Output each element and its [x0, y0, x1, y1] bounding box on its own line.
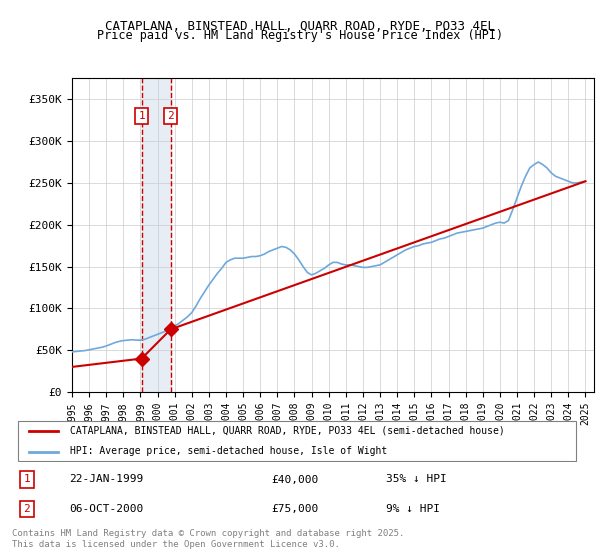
Text: 9% ↓ HPI: 9% ↓ HPI — [386, 504, 440, 514]
Bar — [142, 78, 171, 392]
Text: Price paid vs. HM Land Registry's House Price Index (HPI): Price paid vs. HM Land Registry's House … — [97, 29, 503, 42]
Text: £75,000: £75,000 — [271, 504, 319, 514]
Text: 35% ↓ HPI: 35% ↓ HPI — [386, 474, 447, 484]
Text: 2: 2 — [23, 504, 30, 514]
Text: 1: 1 — [23, 474, 30, 484]
Text: 1: 1 — [138, 111, 145, 121]
Text: £40,000: £40,000 — [271, 474, 319, 484]
Text: Contains HM Land Registry data © Crown copyright and database right 2025.
This d: Contains HM Land Registry data © Crown c… — [12, 529, 404, 549]
Text: CATAPLANA, BINSTEAD HALL, QUARR ROAD, RYDE, PO33 4EL: CATAPLANA, BINSTEAD HALL, QUARR ROAD, RY… — [105, 20, 495, 32]
Text: HPI: Average price, semi-detached house, Isle of Wight: HPI: Average price, semi-detached house,… — [70, 446, 387, 456]
FancyBboxPatch shape — [18, 421, 577, 461]
Text: 22-JAN-1999: 22-JAN-1999 — [70, 474, 144, 484]
Text: CATAPLANA, BINSTEAD HALL, QUARR ROAD, RYDE, PO33 4EL (semi-detached house): CATAPLANA, BINSTEAD HALL, QUARR ROAD, RY… — [70, 426, 505, 436]
Text: 2: 2 — [167, 111, 174, 121]
Text: 06-OCT-2000: 06-OCT-2000 — [70, 504, 144, 514]
